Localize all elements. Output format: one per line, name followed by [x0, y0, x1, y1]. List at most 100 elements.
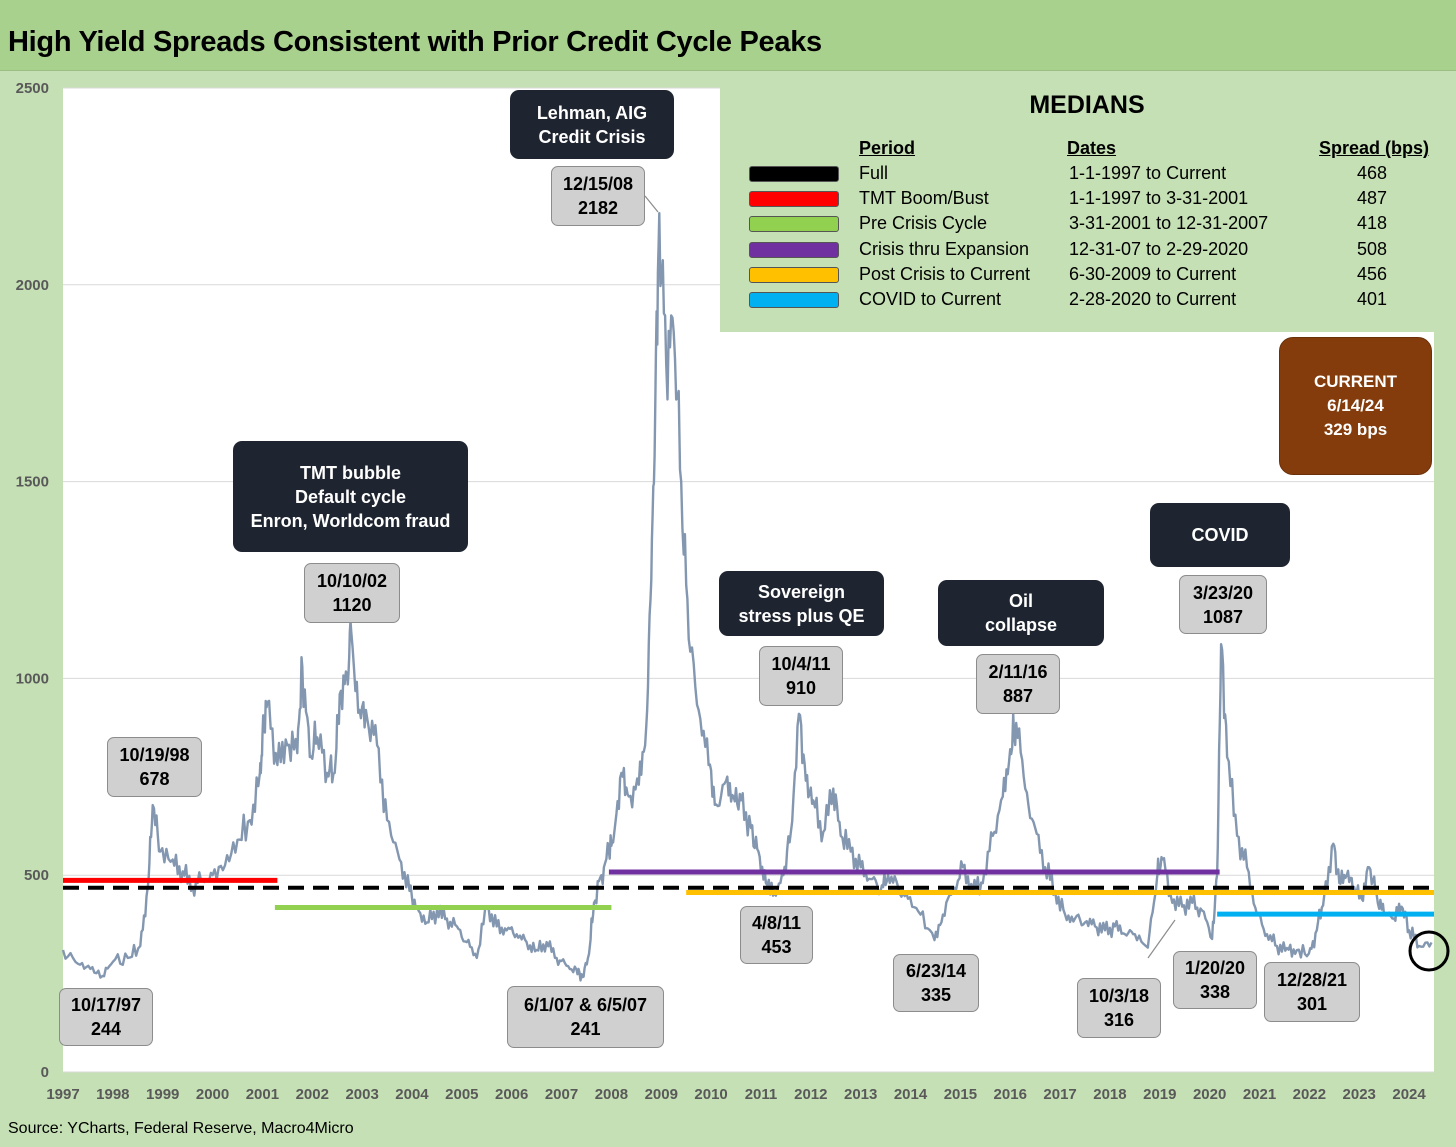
- legend-swatch: [749, 191, 839, 208]
- medians-dates: 6-30-2009 to Current: [1069, 263, 1237, 284]
- point-label: 12/15/08 2182: [551, 166, 645, 226]
- x-tick-label: 2024: [1392, 1086, 1426, 1103]
- point-label: 12/28/21 301: [1264, 962, 1360, 1022]
- medians-row: Post Crisis to Current 6-30-2009 to Curre…: [720, 263, 1434, 288]
- medians-period: TMT Boom/Bust: [859, 188, 989, 209]
- x-tick-label: 2023: [1343, 1086, 1376, 1103]
- point-label-date: 10/17/97: [70, 995, 142, 1015]
- point-label-value: 887: [1002, 686, 1034, 706]
- x-tick-label: 2017: [1043, 1086, 1076, 1103]
- label-connector: [1147, 919, 1176, 959]
- x-tick-label: 2008: [595, 1086, 628, 1103]
- point-label-value: 1087: [1202, 606, 1244, 627]
- point-label-value: 2182: [577, 198, 619, 218]
- point-label: 10/3/18 316: [1077, 978, 1161, 1038]
- current-label: CURRENT: [1313, 372, 1398, 391]
- x-tick-label: 2018: [1093, 1086, 1126, 1103]
- medians-spread: 401: [1356, 289, 1388, 309]
- point-label-date: 6/23/14: [905, 961, 967, 981]
- legend-swatch: [749, 241, 839, 258]
- medians-panel: MEDIANS Period Dates Spread (bps) Full 1-…: [720, 87, 1434, 332]
- point-label-value: 1120: [332, 595, 372, 615]
- medians-row: Pre Crisis Cycle 3-31-2001 to 12-31-2007 4…: [720, 212, 1434, 237]
- medians-row: TMT Boom/Bust 1-1-1997 to 3-31-2001 487: [720, 187, 1434, 212]
- source-note: Source: YCharts, Federal Reserve, Macro4…: [8, 1120, 354, 1137]
- x-tick-label: 2013: [844, 1086, 877, 1103]
- medians-dates: 1-1-1997 to 3-31-2001: [1069, 188, 1249, 209]
- x-tick-label: 2010: [694, 1086, 727, 1103]
- callout-oil: Oil collapse: [938, 580, 1104, 646]
- spread-line: [61, 212, 1433, 982]
- x-tick-label: 2003: [345, 1086, 378, 1103]
- legend-swatch: [749, 292, 839, 308]
- x-tick-label: 2012: [794, 1086, 827, 1103]
- point-label: 4/8/11 453: [740, 906, 813, 964]
- medians-dates: 1-1-1997 to Current: [1069, 163, 1227, 183]
- point-label-value: 910: [785, 678, 817, 698]
- point-label: 1/20/20 338: [1173, 951, 1257, 1009]
- point-label-date: 3/23/20: [1192, 582, 1254, 603]
- medians-period: Crisis thru Expansion: [859, 238, 1030, 259]
- current-point-marker: [1408, 930, 1450, 972]
- medians-row: Crisis thru Expansion 12-31-07 to 2-29-20…: [720, 238, 1434, 263]
- x-tick-label: 2006: [495, 1086, 528, 1103]
- x-tick-label: 2007: [545, 1086, 578, 1103]
- y-tick-label: 1500: [16, 474, 49, 491]
- point-label-value: 301: [1296, 994, 1328, 1014]
- x-tick-label: 1998: [96, 1086, 129, 1103]
- x-tick-label: 2005: [445, 1086, 478, 1103]
- current-value: 329 bps: [1323, 420, 1388, 439]
- medians-spread: 468: [1356, 163, 1388, 183]
- point-label-date: 2/11/16: [988, 662, 1048, 682]
- point-label-date: 1/20/20: [1184, 958, 1246, 978]
- y-tick-label: 1000: [16, 670, 49, 687]
- y-axis-tick-labels: 0 500 1000 1500 2000 2500: [16, 80, 49, 1081]
- label-connectors: [644, 195, 1176, 959]
- medians-dates: 3-31-2001 to 12-31-2007: [1069, 213, 1269, 234]
- medians-spread: 456: [1356, 263, 1388, 284]
- legend-swatch: [749, 216, 839, 233]
- medians-row: COVID to Current 2-28-2020 to Current 401: [720, 288, 1434, 313]
- spread-series: [61, 212, 1433, 982]
- x-tick-label: 2019: [1143, 1086, 1176, 1103]
- y-tick-label: 2000: [16, 277, 49, 294]
- medians-title: MEDIANS: [1029, 91, 1145, 119]
- x-tick-label: 2000: [196, 1086, 229, 1103]
- x-tick-label: 2022: [1293, 1086, 1326, 1103]
- callout-sovereign: Sovereign stress plus QE: [719, 571, 884, 636]
- point-label-value: 316: [1103, 1010, 1135, 1030]
- x-tick-label: 2015: [944, 1086, 977, 1103]
- callout-covid: COVID: [1150, 503, 1290, 567]
- point-label-value: 335: [920, 985, 952, 1005]
- x-tick-label: 2009: [645, 1086, 678, 1103]
- point-label: 10/10/02 1120: [304, 563, 400, 623]
- y-tick-label: 2500: [16, 80, 49, 97]
- callout-lehman: Lehman, AIG Credit Crisis: [510, 90, 674, 159]
- x-tick-label: 1999: [146, 1086, 179, 1103]
- current-date: 6/14/24: [1327, 396, 1384, 415]
- point-label-date: 10/10/02: [316, 571, 388, 591]
- median-lines: [63, 869, 1434, 917]
- legend-swatch: [749, 266, 839, 283]
- point-label: 2/11/16 887: [976, 654, 1060, 714]
- chart-title: High Yield Spreads Consistent with Prior…: [8, 26, 822, 58]
- medians-dates: 12-31-07 to 2-29-2020: [1069, 238, 1249, 259]
- x-tick-label: 2001: [246, 1086, 279, 1103]
- medians-header-spread: Spread (bps): [1319, 138, 1430, 158]
- point-label-value: 244: [90, 1019, 122, 1039]
- x-tick-label: 1997: [46, 1086, 79, 1103]
- legend-swatch: [749, 166, 839, 182]
- medians-row: Full 1-1-1997 to Current 468: [720, 162, 1434, 187]
- point-label: 10/4/11 910: [759, 646, 843, 706]
- point-label-date: 12/15/08: [562, 174, 634, 194]
- callout-tmt: TMT bubble Default cycle Enron, Worldcom…: [233, 441, 468, 552]
- y-tick-label: 500: [24, 867, 49, 884]
- medians-spread: 508: [1356, 238, 1388, 259]
- medians-period: Full: [859, 163, 889, 183]
- point-label-date: 10/19/98: [119, 745, 190, 765]
- point-label-value: 338: [1199, 982, 1231, 1002]
- medians-header-period: Period: [859, 138, 916, 158]
- x-tick-label: 2014: [894, 1086, 928, 1103]
- point-label-value: 678: [139, 769, 170, 789]
- current-value-box: CURRENT 6/14/24 329 bps: [1279, 337, 1432, 475]
